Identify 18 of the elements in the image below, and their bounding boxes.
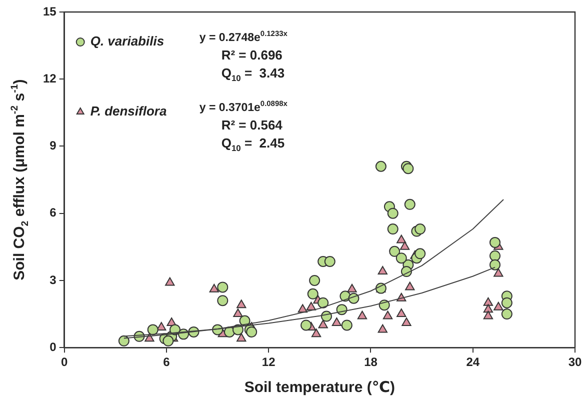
- x-tick-label: 12: [262, 355, 276, 370]
- x-tick-label: 0: [61, 355, 68, 370]
- y-tick-label: 15: [42, 4, 57, 18]
- y-tick-label: 12: [42, 71, 57, 86]
- y-axis-title: Soil CO2 efflux (μmol m-2 s-1): [9, 79, 31, 280]
- legend-label: Q. variabilis: [90, 34, 164, 49]
- legend-label: P. densiflora: [90, 104, 167, 119]
- x-tick-label: 6: [163, 355, 170, 370]
- annotation: R² = 0.696: [221, 48, 282, 63]
- annotation: R² = 0.564: [221, 118, 284, 133]
- y-tick-label: 3: [50, 272, 57, 287]
- y-tick-label: 9: [50, 138, 57, 153]
- x-tick-label: 18: [364, 355, 378, 370]
- x-tick-label: 24: [466, 355, 480, 370]
- x-axis-title: Soil temperature (℃): [244, 379, 396, 396]
- y-tick-label: 0: [50, 340, 57, 354]
- x-tick-label: 30: [568, 355, 582, 370]
- y-tick-label: 6: [50, 206, 57, 220]
